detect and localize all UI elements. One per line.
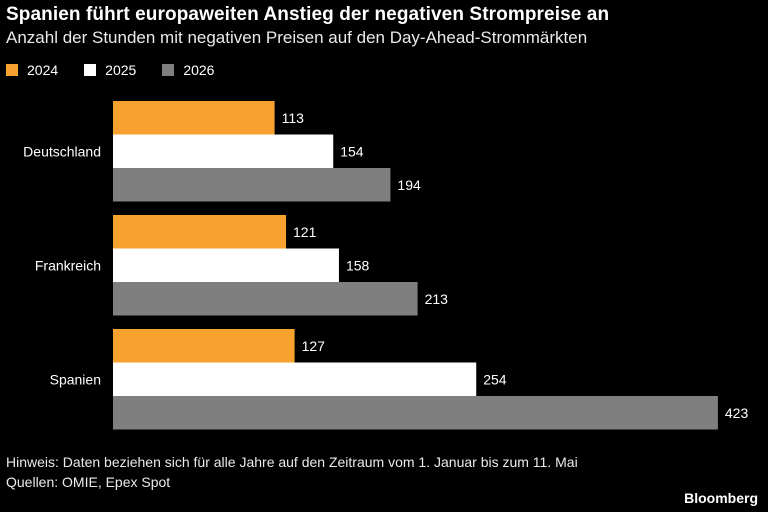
bar-2025: [113, 134, 334, 168]
chart-note: Hinweis: Daten beziehen sich für alle Ja…: [6, 454, 578, 470]
legend-label-2026: 2026: [183, 62, 215, 78]
legend-swatch-2025: [84, 64, 97, 76]
category-label: Frankreich: [35, 257, 101, 273]
bar-value-label: 113: [282, 110, 305, 126]
bar-2025: [113, 362, 477, 396]
bar-value-label: 254: [483, 371, 507, 387]
legend-label-2025: 2025: [105, 62, 137, 78]
legend: 2024 2025 2026: [6, 62, 214, 78]
bar-2025: [113, 248, 339, 282]
chart-subtitle: Anzahl der Stunden mit negativen Preisen…: [6, 28, 588, 47]
category-label: Spanien: [50, 371, 101, 387]
bar-2026: [113, 396, 718, 430]
legend-swatch-2024: [6, 64, 18, 76]
chart-title: Spanien führt europaweiten Anstieg der n…: [6, 4, 610, 25]
bar-value-label: 127: [302, 338, 326, 354]
bar-2026: [113, 168, 391, 202]
bar-2024: [113, 101, 275, 135]
category-label: Deutschland: [23, 143, 101, 159]
legend-item-2026: 2026: [162, 62, 214, 78]
bar-value-label: 194: [397, 177, 421, 193]
bar-2024: [113, 215, 287, 249]
bloomberg-logo: Bloomberg: [684, 490, 758, 506]
bar-value-label: 423: [725, 405, 749, 421]
legend-item-2024: 2024: [6, 62, 58, 78]
chart-source: Quellen: OMIE, Epex Spot: [6, 474, 171, 490]
legend-label-2024: 2024: [27, 62, 59, 78]
bar-2026: [113, 282, 418, 316]
bar-value-label: 213: [425, 291, 449, 307]
bar-2024: [113, 329, 295, 363]
legend-item-2025: 2025: [84, 62, 136, 78]
bar-value-label: 154: [340, 143, 364, 159]
bar-value-label: 158: [346, 257, 370, 273]
bar-value-label: 121: [293, 224, 317, 240]
legend-swatch-2026: [162, 64, 175, 76]
